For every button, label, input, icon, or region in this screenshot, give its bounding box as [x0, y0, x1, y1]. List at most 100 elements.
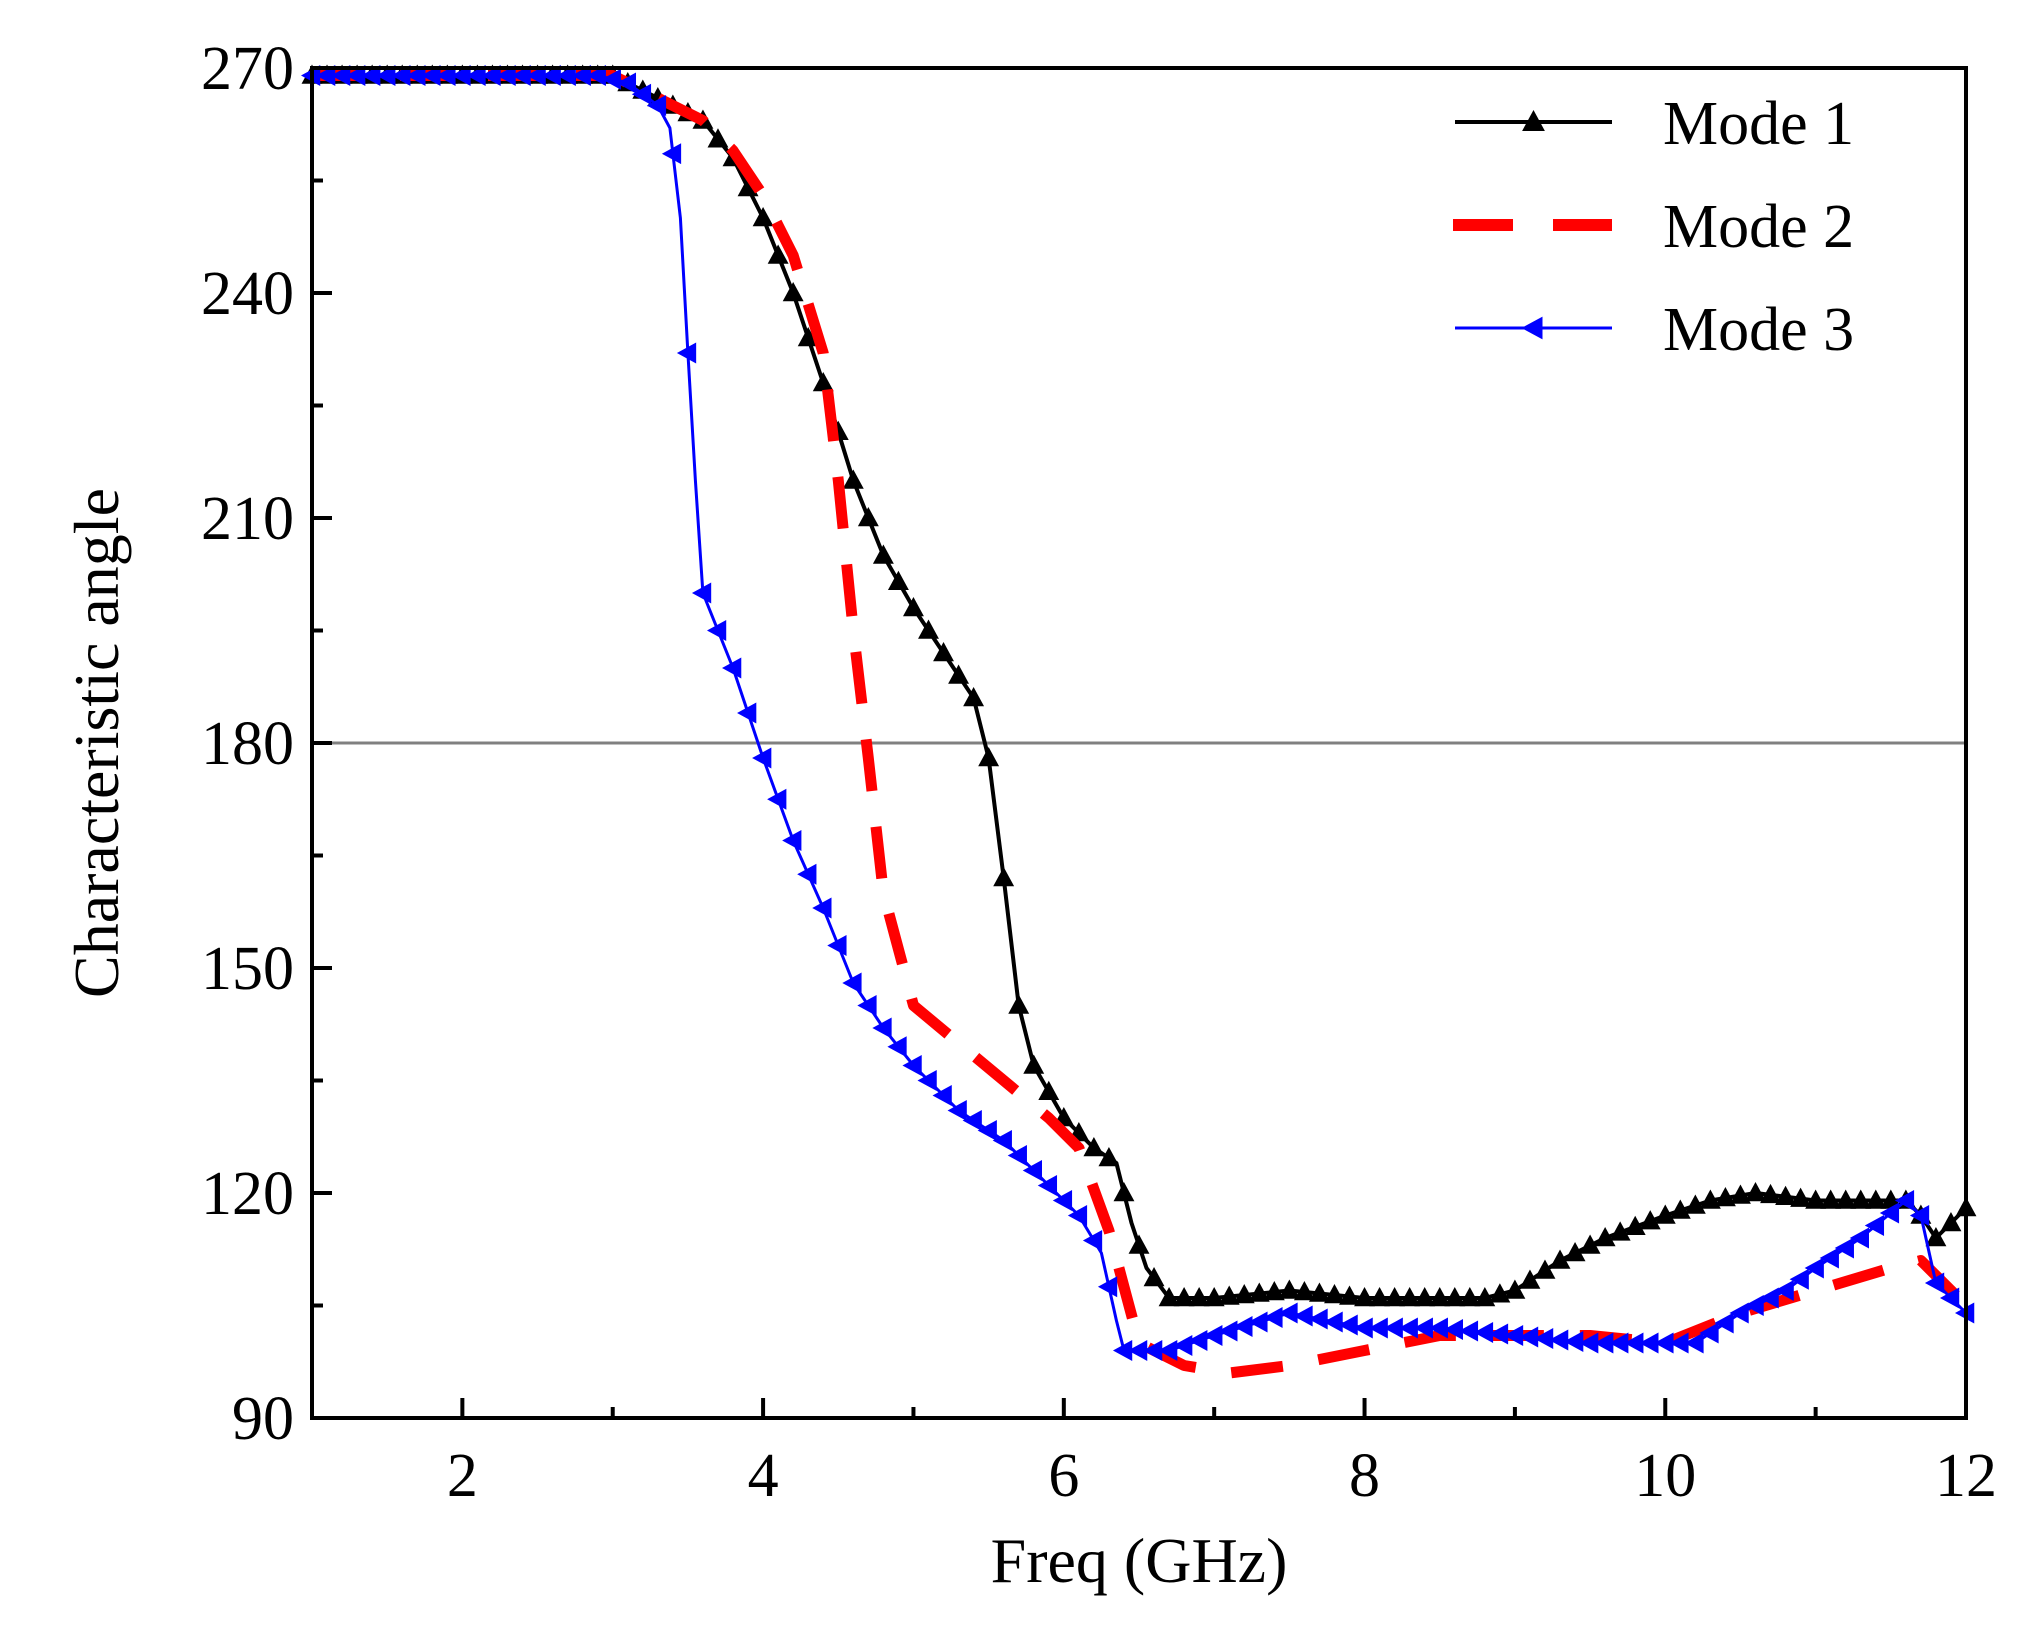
mode-1-marker: [767, 244, 789, 264]
mode-3-marker: [887, 1036, 907, 1058]
mode-1-marker: [918, 619, 939, 639]
mode-3-marker: [1353, 1317, 1373, 1339]
mode-1-marker: [1158, 1287, 1180, 1307]
series-layer: [301, 64, 1977, 1379]
mode-3-marker: [1218, 1320, 1238, 1342]
mode-3-marker: [1323, 1311, 1343, 1333]
mode-3-marker: [1684, 1332, 1704, 1354]
mode-3-marker: [346, 65, 366, 86]
mode-1-marker: [1218, 1285, 1240, 1305]
mode-1-marker: [1444, 1287, 1466, 1307]
x-tick-label: 6: [1048, 1442, 1079, 1510]
mode-3-marker: [331, 65, 351, 86]
mode-1-marker: [1023, 1054, 1045, 1074]
mode-3-marker: [1052, 1190, 1073, 1211]
x-tick-label: 8: [1349, 1442, 1380, 1510]
mode-3-marker: [361, 65, 381, 86]
mode-1-marker: [1745, 1182, 1766, 1202]
mode-3-marker: [857, 995, 877, 1016]
mode-2-series: [312, 70, 1970, 1379]
mode-3-marker: [947, 1100, 967, 1121]
mode-1-marker: [1609, 1221, 1631, 1241]
mode-3-marker: [1549, 1329, 1569, 1351]
mode-1-marker: [1654, 1204, 1676, 1224]
mode-3-marker: [977, 1120, 997, 1141]
legend-item-mode-2: Mode 2: [1453, 193, 1854, 261]
mode-3-marker: [586, 65, 606, 86]
mode-3-marker: [1263, 1307, 1283, 1328]
mode-3-marker: [391, 65, 411, 86]
mode-2-line: [312, 70, 1970, 1379]
mode-3-marker: [616, 72, 637, 94]
mode-3-marker: [1879, 1202, 1900, 1224]
mode-3-line: [312, 74, 1968, 1352]
mode-1-marker: [1504, 1279, 1526, 1299]
x-tick-label: 4: [748, 1442, 779, 1510]
mode-3-marker: [1503, 1325, 1524, 1346]
mode-1-marker: [1188, 1287, 1210, 1307]
mode-3-marker: [1428, 1317, 1448, 1339]
y-tick-label: 150: [201, 935, 294, 1003]
mode-1-marker: [1835, 1189, 1857, 1209]
mode-3-marker: [1834, 1237, 1854, 1259]
mode-3-marker: [1413, 1317, 1433, 1339]
mode-1-marker: [1203, 1287, 1225, 1307]
legend: Mode 1 Mode 2 Mode 3: [1453, 90, 1854, 364]
mode-1-marker: [1940, 1212, 1962, 1232]
mode-3-marker: [1368, 1317, 1388, 1339]
mode-1-marker: [782, 282, 804, 302]
mode-3-marker: [1759, 1287, 1779, 1309]
mode-3-marker: [1864, 1215, 1885, 1236]
mode-1-marker: [1865, 1189, 1887, 1209]
mode-3-marker: [676, 342, 697, 364]
mode-3-marker: [1112, 1340, 1133, 1361]
mode-3-marker: [1278, 1302, 1298, 1324]
mode-3-marker: [526, 65, 546, 86]
mode-1-marker: [1805, 1189, 1827, 1209]
x-axis-title: Freq (GHz): [991, 1525, 1288, 1596]
mode-3-marker: [1383, 1317, 1403, 1339]
y-tick-label: 180: [201, 710, 294, 778]
y-axis-title: Characteristic angle: [61, 488, 132, 998]
mode-3-marker: [1308, 1308, 1328, 1330]
mode-1-marker: [1775, 1185, 1797, 1205]
mode-3-marker: [1473, 1322, 1494, 1343]
mode-3-marker: [1654, 1332, 1674, 1354]
mode-3-marker: [316, 65, 336, 86]
mode-3-marker: [1609, 1332, 1629, 1354]
mode-1-marker: [1173, 1287, 1195, 1307]
mode-3-marker: [1188, 1330, 1208, 1351]
mode-1-marker: [1339, 1285, 1360, 1305]
mode-3-marker: [646, 95, 667, 116]
mode-3-marker: [706, 620, 727, 641]
mode-3-marker: [1022, 1160, 1042, 1181]
mode-3-marker: [1924, 1272, 1945, 1294]
mode-3-marker: [1804, 1257, 1824, 1279]
x-tick-label: 12: [1935, 1442, 1997, 1510]
y-tick-label: 240: [201, 260, 294, 328]
mode-3-marker: [767, 788, 787, 810]
mode-3-marker: [737, 702, 757, 724]
mode-3-marker: [1744, 1295, 1764, 1316]
mode-3-marker: [872, 1017, 892, 1039]
mode-1-marker: [1880, 1189, 1902, 1209]
mode-3-marker: [376, 65, 396, 86]
mode-3-marker: [1939, 1287, 1960, 1309]
mode-1-marker: [1519, 1269, 1541, 1289]
mode-3-marker: [1849, 1227, 1869, 1249]
mode-1-marker: [1579, 1234, 1601, 1254]
legend-marker-mode-3: [1521, 316, 1543, 340]
mode-1-marker: [978, 747, 1000, 767]
mode-1-marker: [1730, 1184, 1751, 1204]
mode-3-marker: [1774, 1280, 1794, 1301]
mode-3-marker: [436, 65, 456, 86]
mode-1-marker: [887, 570, 909, 590]
mode-3-marker: [1729, 1302, 1749, 1324]
mode-1-marker: [707, 128, 729, 148]
mode-3-marker: [1789, 1268, 1809, 1290]
mode-1-marker: [903, 597, 924, 617]
mode-1-marker: [1098, 1147, 1120, 1167]
mode-1-marker: [1459, 1287, 1481, 1307]
mode-3-marker: [1564, 1331, 1584, 1352]
